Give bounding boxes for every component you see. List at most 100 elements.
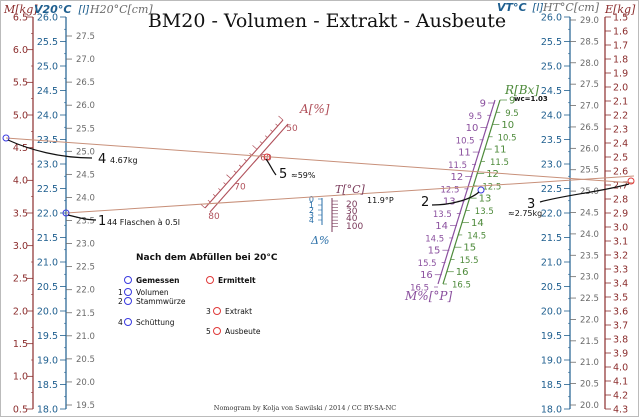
mass-left-tick-label: 3.0 — [13, 241, 28, 252]
alc-tick — [226, 174, 232, 179]
alc-tick — [264, 135, 268, 138]
reading-circle-extract — [627, 177, 635, 185]
alc-tick — [218, 188, 221, 191]
alc-tick — [275, 123, 279, 127]
vol20-unit: [l] — [78, 3, 90, 16]
volT-label: VT°C — [497, 1, 527, 14]
mass-right-tick-label: 3.7 — [613, 320, 628, 331]
mass-right-tick-label: 2.5 — [613, 152, 628, 163]
brix-tick-label: 13 — [479, 194, 492, 205]
mass-right-tick-label: 2.4 — [613, 138, 628, 149]
legend-left-2-label: Stammwürze — [136, 297, 186, 306]
alc-tick-label: 70 — [234, 183, 246, 193]
mass-right-tick-label: 2.2 — [613, 110, 628, 121]
mass-right-tick-label: 2.3 — [613, 124, 628, 135]
alc-tick — [249, 152, 253, 156]
vol20h-tick-label: 21.5 — [76, 309, 95, 319]
alc-tick — [270, 129, 273, 132]
legend-measured: Gemessen — [136, 276, 180, 285]
alc-tick — [212, 194, 216, 197]
vol20h-tick-label: 24.0 — [76, 193, 95, 203]
delta-tick-label: 3 — [309, 211, 314, 220]
volT-tick-label: 24.0 — [541, 110, 562, 121]
vol20-tick-label: 24.0 — [37, 110, 58, 121]
alc-tick — [244, 158, 247, 162]
legend-right-2-label: Ausbeute — [225, 327, 261, 336]
legend-measured-icon — [124, 276, 132, 284]
vol20h-tick-label: 25.0 — [76, 147, 95, 157]
isopleth-upper — [5, 137, 635, 184]
volTh-tick-label: 29.0 — [580, 16, 599, 26]
svg-text:11.9°P: 11.9°P — [367, 196, 394, 205]
volTh-tick-label: 22.5 — [580, 294, 599, 304]
volTh-tick-label: 26.0 — [580, 144, 599, 154]
volTh-tick-label: 24.5 — [580, 209, 599, 219]
mass-right-tick-label: 4.1 — [613, 376, 628, 387]
mass-right-tick-label: 2.6 — [613, 166, 628, 177]
volT-tick-label: 19.5 — [541, 331, 562, 342]
legend-right-1-label: Extrakt — [225, 307, 252, 316]
volT-tick-label: 23.0 — [541, 159, 562, 170]
legend-heading: Nach dem Abfüllen bei 20°C — [136, 253, 278, 263]
brix-tick-label: 14 — [471, 218, 484, 229]
delta-tick-label: 4 — [309, 216, 314, 225]
alc-tick — [207, 199, 211, 203]
volT-tick-label: 19.0 — [541, 355, 562, 366]
temp-label: T[°C] — [335, 183, 366, 196]
brix-tick-label: 9 — [509, 96, 515, 107]
axis-brix-plato: 999.59.5101010.510.5111111.511.5121212.5… — [410, 96, 519, 294]
temp-tick-label: 20 — [346, 200, 358, 210]
vol20h-tick-label: 20.5 — [76, 355, 95, 365]
svg-text:3: 3 — [527, 197, 535, 212]
volT-unit: [l] — [532, 1, 544, 14]
volT-tick-label: 21.5 — [541, 233, 562, 244]
alc-spine — [204, 119, 284, 209]
axis-mass-right: 1.51.61.71.81.92.02.12.22.32.42.52.62.72… — [604, 12, 628, 415]
delta-tick-label: 0 — [309, 195, 314, 204]
volTh-tick-label: 24.0 — [580, 230, 599, 240]
mass-left-tick-label: 6.5 — [13, 12, 28, 23]
vol20h-tick-label: 26.5 — [76, 78, 95, 88]
vol20h-tick-label: 21.0 — [76, 332, 95, 342]
legend-right-1-num: 3 — [206, 307, 211, 316]
volTh-tick-label: 27.0 — [580, 102, 599, 112]
legend-left-1-num: 1 — [118, 288, 123, 297]
marker-2: 2 11.9°P — [367, 191, 480, 210]
brix-tick-label: 16 — [456, 267, 469, 278]
brix-tick-label: 13.5 — [475, 207, 494, 217]
axis-volume-20c: 18.0 18.5 19.0 19.5 20.0 20.5 21.0 21.5 22.0 22.5… — [37, 12, 95, 415]
mass-left-label: M[kg] — [3, 3, 38, 16]
plato-tick-label: 14.5 — [425, 234, 444, 244]
svg-text:4: 4 — [98, 152, 106, 167]
vol20-tick-label: 18.5 — [37, 380, 58, 391]
alcohol-label: A[%] — [299, 102, 330, 116]
mass-right-tick-label: 1.8 — [613, 54, 628, 65]
mass-right-tick-label: 2.9 — [613, 208, 628, 219]
svg-text:≈2.75kg: ≈2.75kg — [508, 209, 542, 218]
plato-spine — [437, 99, 496, 285]
vol20-tick-label: 23.5 — [37, 135, 58, 146]
mass-right-tick-label: 3.3 — [613, 264, 628, 275]
brix-tick-label: 11.5 — [490, 158, 509, 168]
vol20-tick-label: 21.5 — [37, 233, 58, 244]
alc-tick — [233, 170, 237, 174]
volT-tick-label: 24.5 — [541, 86, 562, 97]
vol20h-tick-label: 22.0 — [76, 286, 95, 296]
mass-right-tick-label: 3.1 — [613, 236, 628, 247]
volTh-label: HT°C[cm] — [542, 1, 600, 14]
mass-right-tick-label: 3.8 — [613, 334, 628, 345]
volTh-tick-label: 20.0 — [580, 401, 599, 411]
volTh-tick-label: 28.0 — [580, 59, 599, 69]
plato-tick-label: 10 — [466, 123, 479, 134]
vol20h-tick-label: 26.0 — [76, 101, 95, 111]
mass-right-tick-label: 1.7 — [613, 40, 628, 51]
mass-left-tick-label: 1.0 — [13, 372, 28, 383]
brix-tick-label: 15 — [463, 243, 476, 254]
legend: Nach dem Abfüllen bei 20°C Gemessen Ermi… — [118, 253, 278, 336]
volT-tick-label: 26.0 — [541, 12, 562, 23]
vol20h-tick-label: 24.5 — [76, 170, 95, 180]
vol20h-tick-label: 20.0 — [76, 378, 95, 388]
delta-tick-label: 1 — [309, 201, 314, 210]
